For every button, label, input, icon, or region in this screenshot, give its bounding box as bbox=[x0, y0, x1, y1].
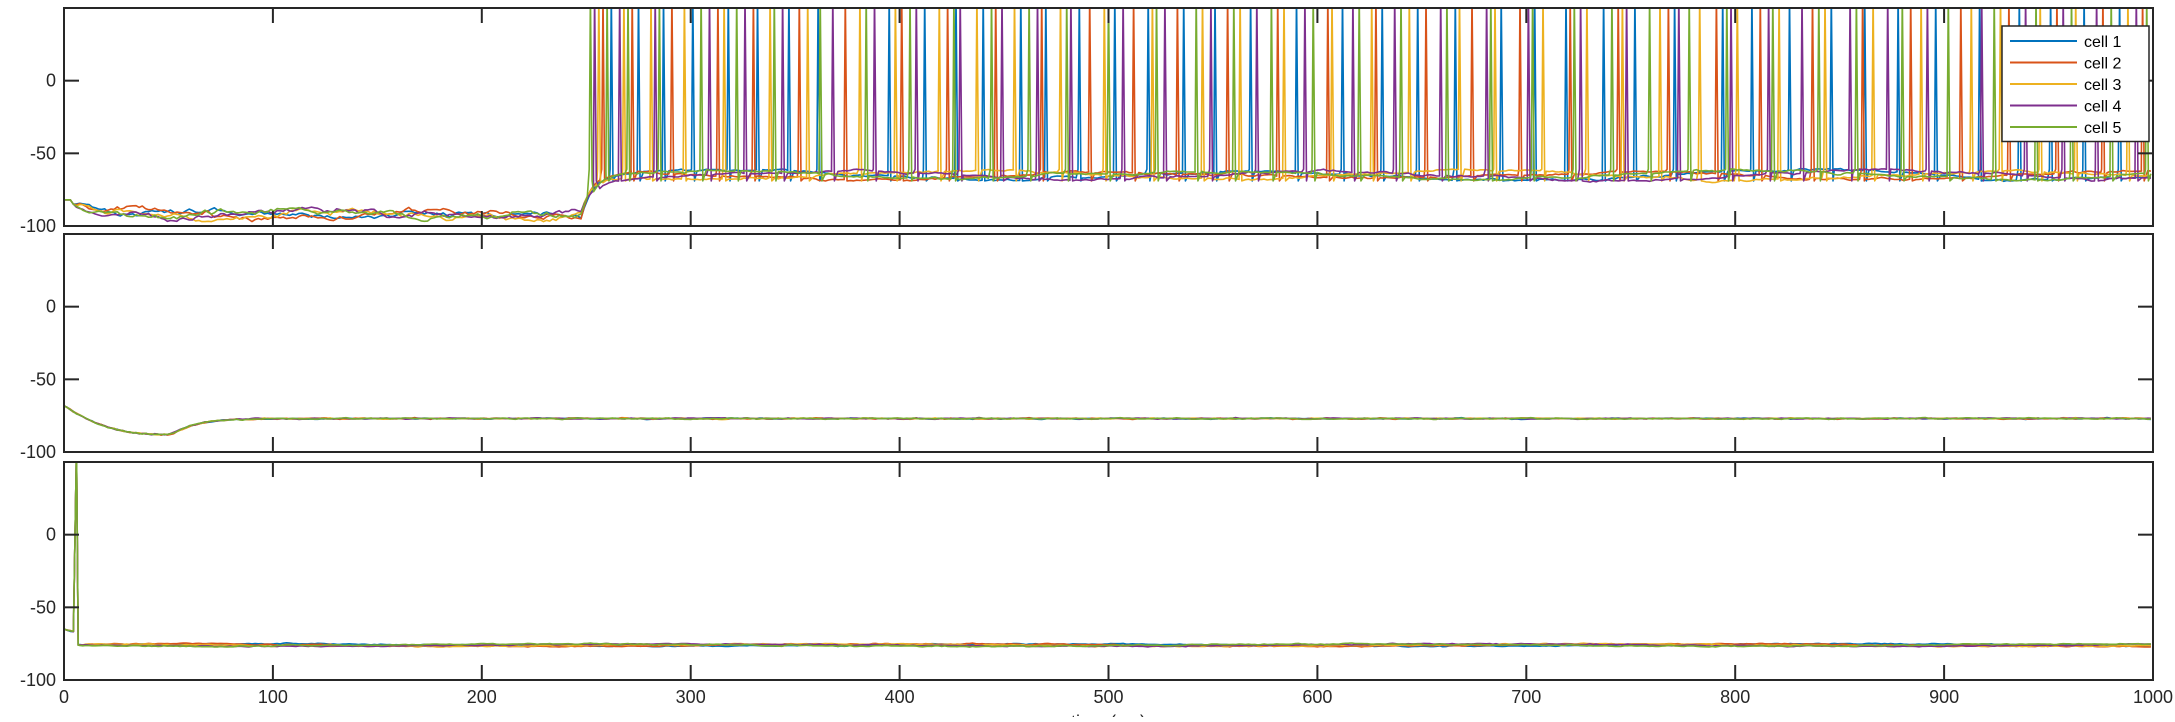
x-axis-label: time (ms) bbox=[1071, 712, 1146, 717]
legend-label: cell 1 bbox=[2084, 34, 2121, 51]
y-tick-label: -100 bbox=[20, 442, 56, 462]
y-tick-label: 0 bbox=[46, 297, 56, 317]
y-tick-label: 0 bbox=[46, 525, 56, 545]
x-tick-label: 100 bbox=[258, 687, 288, 707]
x-tick-label: 300 bbox=[676, 687, 706, 707]
x-tick-label: 700 bbox=[1511, 687, 1541, 707]
x-tick-label: 1000 bbox=[2133, 687, 2173, 707]
panel-bottom: 0-50-1000 100 200 300 400 500 600 700 800 900 1000… bbox=[20, 461, 2173, 722]
x-tick-label: 900 bbox=[1929, 687, 1959, 707]
x-tick-label: 200 bbox=[467, 687, 497, 707]
y-tick-label: -50 bbox=[30, 597, 56, 617]
series-line-cell-3 bbox=[64, 8, 2152, 223]
plot-area bbox=[64, 462, 2153, 680]
panel-middle: 0 -50 -100 bbox=[20, 233, 2154, 462]
y-tick-label: -50 bbox=[30, 369, 56, 389]
x-tick-label: 0 bbox=[59, 687, 69, 707]
series-group bbox=[64, 8, 2152, 223]
y-tick-label: 0 bbox=[46, 71, 56, 91]
y-tick-label: -100 bbox=[20, 670, 56, 690]
legend-label: cell 3 bbox=[2084, 77, 2121, 94]
x-tick-label: 500 bbox=[1093, 687, 1123, 707]
series-line-cell-2 bbox=[64, 8, 2152, 223]
series-line-cell-5 bbox=[64, 462, 2151, 648]
series-group bbox=[64, 462, 2151, 648]
plot-area bbox=[64, 234, 2153, 452]
x-tick-label: 600 bbox=[1302, 687, 1332, 707]
y-tick-label: -100 bbox=[20, 216, 56, 236]
series-line-cell-5 bbox=[64, 8, 2152, 223]
legend: cell 1 cell 2 cell 3 cell 4 cell 5 bbox=[2001, 25, 2150, 143]
legend-label: cell 2 bbox=[2084, 56, 2121, 73]
legend-label: cell 4 bbox=[2084, 99, 2121, 116]
x-tick-label: 800 bbox=[1720, 687, 1750, 707]
x-tick-label: 400 bbox=[885, 687, 915, 707]
y-tick-label: -50 bbox=[30, 143, 56, 163]
panel-top: 0 -50 -100 cell 1 cell 2 cell 3 cell 4 cell 5 bbox=[20, 7, 2154, 236]
legend-label: cell 5 bbox=[2084, 120, 2121, 137]
series-line-cell-5 bbox=[64, 405, 2152, 436]
series-group bbox=[64, 404, 2152, 436]
